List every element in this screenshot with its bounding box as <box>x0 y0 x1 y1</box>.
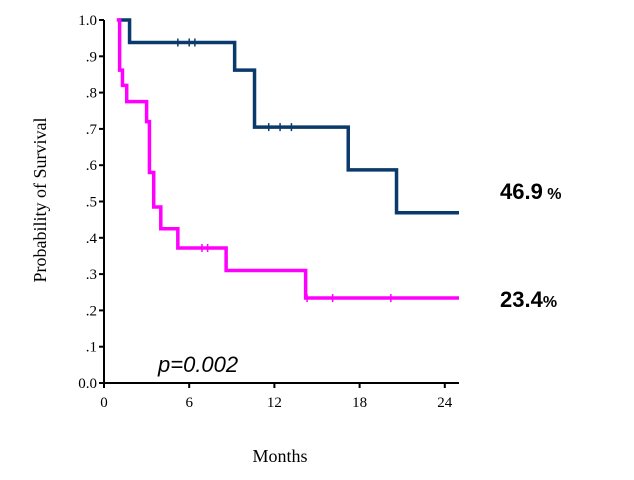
y-tick-label: .7 <box>86 122 98 138</box>
y-tick-label: .4 <box>86 231 98 247</box>
end-value: 46.9 <box>500 179 543 204</box>
y-tick-label: 1.0 <box>78 13 97 29</box>
y-tick-label: .8 <box>86 86 97 102</box>
end-unit: % <box>543 294 557 311</box>
end-unit: % <box>543 186 562 203</box>
series-line-2 <box>116 18 459 300</box>
series-end-label-1: 46.9 % <box>500 179 562 204</box>
y-tick-label: .9 <box>86 49 97 65</box>
y-tick-label: .1 <box>86 340 97 356</box>
series-line-1 <box>118 18 459 215</box>
y-tick-label: .2 <box>86 303 97 319</box>
y-tick-label: .5 <box>86 195 97 211</box>
x-tick-label: 24 <box>437 395 453 411</box>
x-tick-label: 12 <box>267 395 282 411</box>
end-value: 23.4 <box>500 287 544 312</box>
x-tick-label: 18 <box>352 395 367 411</box>
x-axis-title: Months <box>252 446 307 466</box>
y-tick-label: 0.0 <box>78 376 97 392</box>
series-layer: 46.9 %23.4% <box>116 18 562 312</box>
axes: 0 6 12 18 24 0.0 .1 .2 .3 .4 .5 .6 .7 .8 .9 1.0 <box>78 13 459 411</box>
y-tick-label: .6 <box>86 158 98 174</box>
y-axis-title: Probability of Survival <box>30 118 50 283</box>
x-tick-label: 0 <box>100 395 108 411</box>
x-tick-label: 6 <box>185 395 193 411</box>
series-end-label-2: 23.4% <box>500 287 557 312</box>
y-tick-label: .3 <box>86 267 97 283</box>
p-value-annotation: p=0.002 <box>157 352 238 377</box>
